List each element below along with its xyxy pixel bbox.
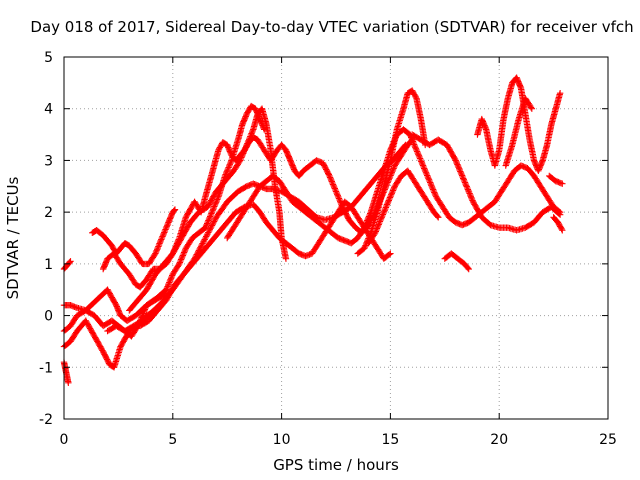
x-tick-label: 20 [490,432,508,448]
x-tick-label: 0 [60,432,69,448]
series-track-9 [126,105,290,314]
series-track-10 [136,198,394,330]
series-track-6 [89,206,179,268]
data-point [419,162,427,169]
y-tick-label: 5 [44,50,53,66]
series-track-14 [408,131,564,234]
y-tick-label: 1 [44,257,53,273]
series-track-2 [60,358,72,386]
series-trace [366,168,441,246]
y-tick-label: -1 [39,360,53,376]
series-trace [61,258,73,272]
series-track-16 [474,74,564,174]
data-point [202,234,209,242]
series-trace [61,360,72,385]
plot-frame [63,56,609,420]
data-point [158,234,166,242]
series-trace [547,173,565,187]
series-track-17 [502,95,536,169]
y-tick-label: 2 [44,205,53,221]
data-marks [60,74,566,386]
x-tick-label: 10 [273,432,291,448]
x-tick-label: 25 [599,432,617,448]
axis-ticks [63,56,609,420]
data-point [332,188,340,195]
y-axis-label: SDTVAR / TECUs [4,176,22,299]
series-track-19 [550,214,566,234]
series-trace [127,106,289,313]
y-tick-label: 4 [44,102,53,118]
data-point [413,146,420,154]
series-trace [355,88,429,256]
x-tick-label: 15 [381,432,399,448]
series-track-18 [546,172,566,187]
series-track-15 [441,250,472,273]
series-trace [90,207,178,268]
series-trace [410,132,563,233]
series-trace [503,96,535,168]
data-point [243,141,250,149]
data-point [385,198,392,205]
series-track-13 [365,167,442,247]
x-tick-label: 5 [168,432,177,448]
tick-labels: 0 5 10 15 20 25 -2 -1 0 1 2 3 4 5 [39,50,617,448]
data-point [426,177,433,185]
y-tick-label: -2 [39,412,53,428]
series-trace [442,251,472,272]
series-trace [105,103,267,339]
chart-title: Day 018 of 2017, Sidereal Day-to-day VTE… [30,18,633,36]
data-point [461,177,468,185]
y-tick-label: 0 [44,309,53,325]
data-point [378,214,385,221]
series-track-1 [60,258,74,273]
y-tick-label: 3 [44,153,53,169]
series-trace [551,215,565,233]
x-axis-label: GPS time / hours [273,456,399,474]
data-point [208,208,216,216]
